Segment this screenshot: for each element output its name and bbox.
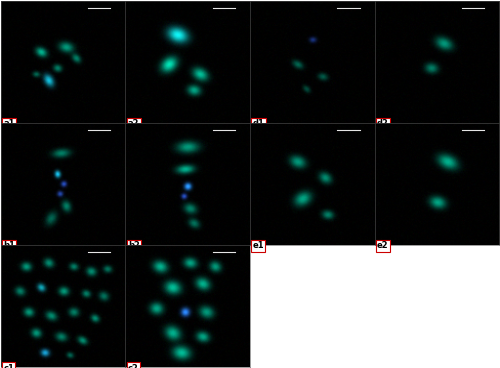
- Text: a2: a2: [128, 119, 140, 128]
- Text: e2: e2: [377, 241, 388, 250]
- Text: d2: d2: [377, 119, 389, 128]
- Text: b1: b1: [4, 241, 15, 250]
- Text: e1: e1: [252, 241, 264, 250]
- Text: c1: c1: [4, 364, 14, 368]
- Text: a1: a1: [4, 119, 15, 128]
- Text: b2: b2: [128, 241, 140, 250]
- Text: c2: c2: [128, 364, 139, 368]
- Text: d1: d1: [252, 119, 264, 128]
